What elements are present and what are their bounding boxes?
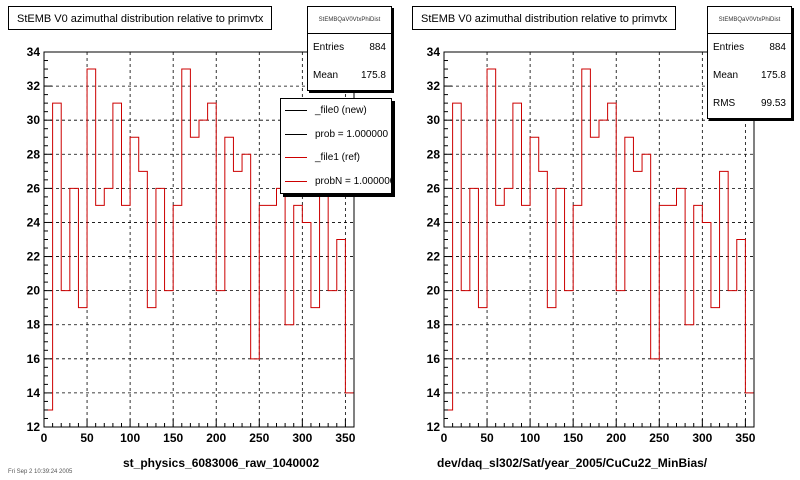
legend-line-prob <box>285 133 307 135</box>
right-x-tick-label-350: 350 <box>735 431 755 445</box>
right-stats-entries-row: Entries 884 <box>708 34 791 62</box>
right-y-tick-label-30: 30 <box>427 113 441 127</box>
left-y-tick-label-14: 14 <box>27 386 41 400</box>
right-x-tick-label-100: 100 <box>520 431 540 445</box>
left-stats-box: StEMBQaV0VtxPhiDist Entries 884 Mean 175… <box>307 6 392 91</box>
right-y-tick-label-22: 22 <box>427 250 441 264</box>
legend-label-file1: _file1 (ref) <box>315 152 361 164</box>
left-y-tick-label-34: 34 <box>27 45 41 59</box>
left-stats-entries-row: Entries 884 <box>308 34 391 62</box>
left-x-tick-label-350: 350 <box>335 431 355 445</box>
left-x-tick-label-300: 300 <box>292 431 312 445</box>
right-stats-entries-label: Entries <box>713 42 745 53</box>
right-y-tick-label-26: 26 <box>427 181 441 195</box>
left-y-tick-label-18: 18 <box>27 318 41 332</box>
left-x-tick-label-100: 100 <box>120 431 140 445</box>
left-x-tick-label-150: 150 <box>163 431 183 445</box>
left-y-tick-label-16: 16 <box>27 352 41 366</box>
right-histogram-chart: 0 50 100 150 200 250 300 350 12 14 16 18 20 22 24 26 28 3… <box>427 45 756 445</box>
right-stats-mean-row: Mean 175.8 <box>708 62 791 90</box>
right-series-0-histogram-line <box>443 68 755 427</box>
left-series-0-histogram-line <box>43 68 355 427</box>
left-x-tick-label-50: 50 <box>80 431 94 445</box>
left-stats-mean-label: Mean <box>313 70 339 81</box>
legend-entry-file1: _file1 (ref) <box>281 146 391 170</box>
left-chart-title: StEMB V0 azimuthal distribution relative… <box>8 6 273 30</box>
right-x-tick-label-250: 250 <box>649 431 669 445</box>
legend-label-probn: probN = 1.000000 <box>315 175 392 187</box>
right-stats-rms-row: RMS 99.53 <box>708 90 791 118</box>
right-x-tick-label-0: 0 <box>441 431 448 445</box>
legend-entry-file0: _file0 (new) <box>281 99 391 123</box>
legend-line-file1 <box>285 157 307 159</box>
left-stats-entries-value: 884 <box>369 42 386 53</box>
right-y-tick-label-32: 32 <box>427 79 441 93</box>
right-stats-box: StEMBQaV0VtxPhiDist Entries 884 Mean 175… <box>707 6 792 119</box>
left-plot-pad: 0 50 100 150 200 250 300 350 12 14 16 18 20 22 24 26 28 3… <box>8 6 392 475</box>
right-stats-mean-value: 175.8 <box>760 70 786 81</box>
right-y-tick-label-18: 18 <box>427 318 441 332</box>
right-chart-title: StEMB V0 azimuthal distribution relative… <box>412 6 677 30</box>
right-x-axis-label: dev/daq_sl302/Sat/year_2005/CuCu22_MinBi… <box>437 456 708 470</box>
legend-line-file0 <box>285 110 307 112</box>
legend-entry-prob: prob = 1.000000 <box>281 123 391 147</box>
legend-entry-probn: probN = 1.000000 <box>281 170 391 194</box>
left-x-tick-label-250: 250 <box>249 431 269 445</box>
left-y-tick-label-24: 24 <box>27 215 41 229</box>
right-y-tick-label-28: 28 <box>427 147 441 161</box>
right-y-tick-label-12: 12 <box>427 420 441 434</box>
left-y-tick-label-32: 32 <box>27 79 41 93</box>
left-y-tick-label-30: 30 <box>27 113 41 127</box>
right-plot-pad: 0 50 100 150 200 250 300 350 12 14 16 18 20 22 24 26 28 3… <box>400 0 800 480</box>
left-stats-entries-label: Entries <box>313 42 345 53</box>
right-x-tick-label-200: 200 <box>606 431 626 445</box>
left-y-tick-label-28: 28 <box>27 147 41 161</box>
legend-label-prob: prob = 1.000000 <box>315 128 389 140</box>
right-stats-mean-label: Mean <box>713 70 739 81</box>
left-x-tick-label-200: 200 <box>206 431 226 445</box>
left-stats-mean-value: 175.8 <box>360 70 386 81</box>
left-y-tick-label-26: 26 <box>27 181 41 195</box>
legend-label-file0: _file0 (new) <box>315 105 367 117</box>
footer-timestamp: Fri Sep 2 10:39:24 2005 <box>8 469 73 475</box>
right-x-tick-label-150: 150 <box>563 431 583 445</box>
left-x-axis-label: st_physics_6083006_raw_1040002 <box>123 456 320 470</box>
legend-line-probn <box>285 180 307 182</box>
left-stats-name: StEMBQaV0VtxPhiDist <box>308 7 391 34</box>
left-y-tick-label-20: 20 <box>27 284 41 298</box>
right-y-tick-label-16: 16 <box>427 352 441 366</box>
left-x-tick-label-0: 0 <box>41 431 48 445</box>
left-y-tick-label-12: 12 <box>27 420 41 434</box>
left-legend: _file0 (new) prob = 1.000000 _file1 (ref… <box>280 98 392 194</box>
right-stats-rms-label: RMS <box>713 98 736 109</box>
right-y-tick-label-34: 34 <box>427 45 441 59</box>
right-x-tick-label-50: 50 <box>480 431 494 445</box>
right-stats-rms-value: 99.53 <box>760 98 786 109</box>
right-y-tick-label-20: 20 <box>427 284 441 298</box>
right-y-tick-label-14: 14 <box>427 386 441 400</box>
left-y-tick-label-22: 22 <box>27 250 41 264</box>
right-y-tick-label-24: 24 <box>427 215 441 229</box>
right-x-tick-label-300: 300 <box>692 431 712 445</box>
right-stats-entries-value: 884 <box>769 42 786 53</box>
right-stats-name: StEMBQaV0VtxPhiDist <box>708 7 791 34</box>
left-stats-mean-row: Mean 175.8 <box>308 62 391 90</box>
